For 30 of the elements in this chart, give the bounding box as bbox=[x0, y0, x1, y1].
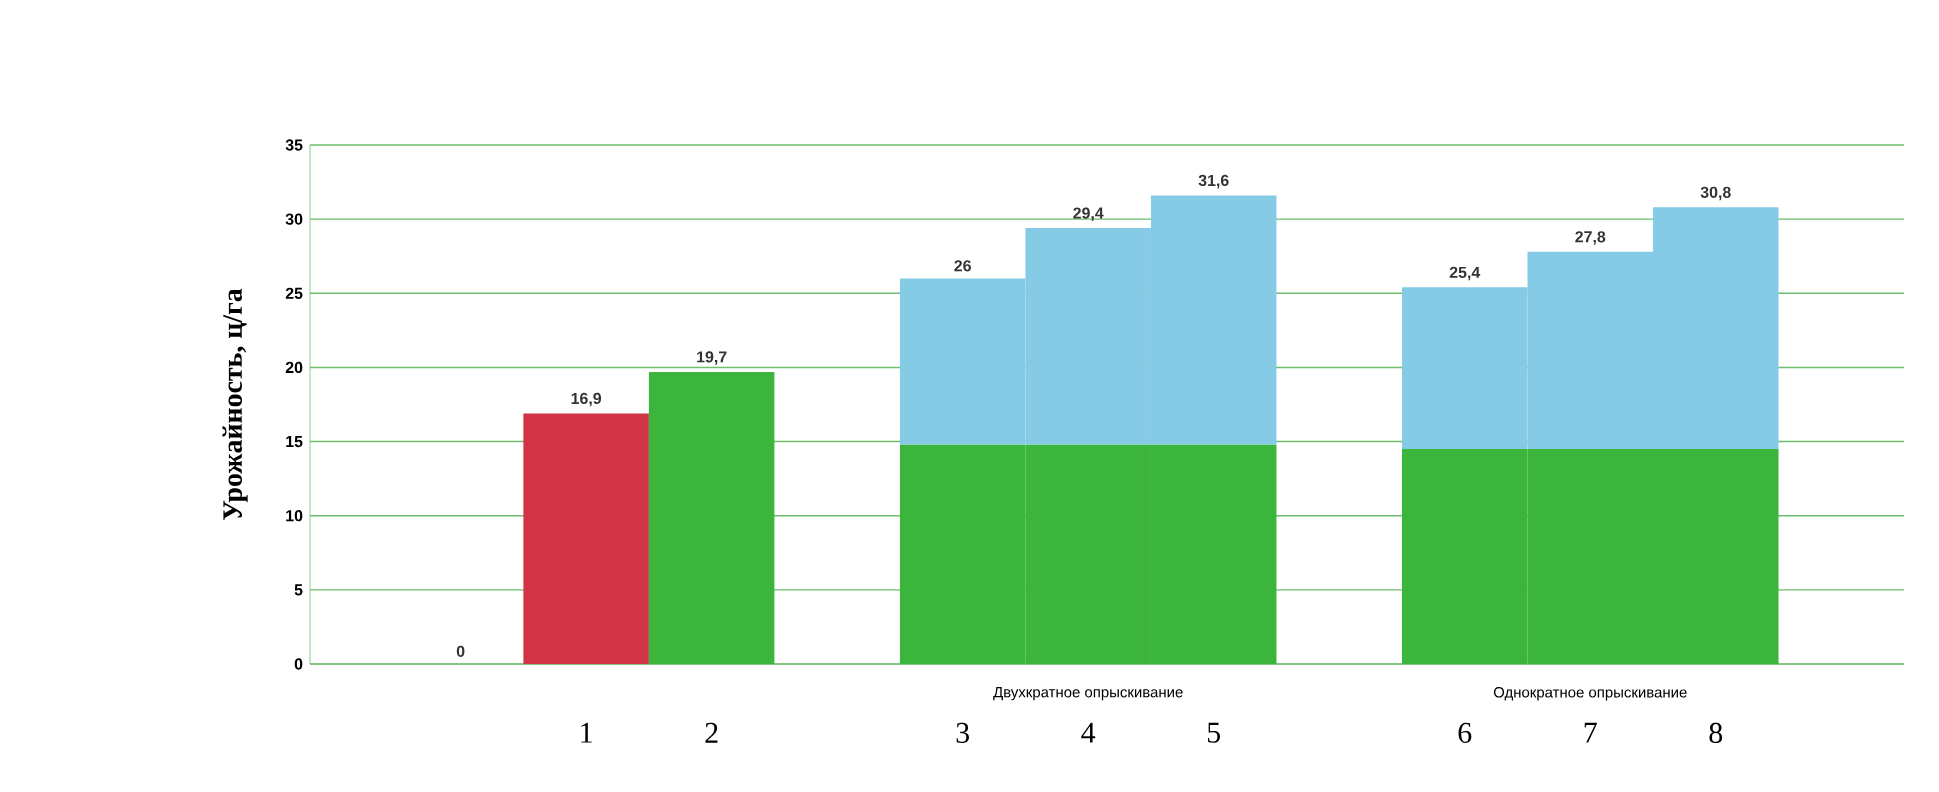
x-tick-label: 5 bbox=[1207, 722, 1221, 743]
x-tick-label: 1 bbox=[581, 722, 592, 743]
y-tick-label: 35 bbox=[285, 139, 303, 151]
total-label: 29,4 bbox=[1073, 207, 1104, 221]
y-tick-label: 0 bbox=[294, 658, 303, 670]
y-tick-label: 15 bbox=[286, 436, 303, 448]
y-axis-title: Урожайность, ц/га bbox=[222, 288, 248, 520]
y-tick-label: 25 bbox=[285, 287, 303, 299]
bar bbox=[648, 371, 775, 664]
total-label: 19,7 bbox=[697, 351, 727, 365]
total-label: 25,4 bbox=[1449, 266, 1481, 281]
text: Однократное опрыскивание bbox=[1493, 686, 1687, 701]
y-tick-label: 10 bbox=[286, 510, 303, 522]
total-label: 27,8 bbox=[1575, 231, 1606, 245]
y-tick-label: 30 bbox=[285, 213, 303, 225]
total-label: 31,6 bbox=[1198, 174, 1229, 189]
x-tick-label: 8 bbox=[1709, 722, 1723, 743]
x-tick-label: 3 bbox=[956, 722, 969, 743]
total-label: 26 bbox=[954, 260, 971, 272]
total-label: 0 bbox=[456, 645, 465, 657]
text: Двухкратное опрыскивание bbox=[993, 686, 1183, 701]
x-tick-label: 4 bbox=[1081, 722, 1096, 743]
x-tick-label: 7 bbox=[1584, 722, 1597, 743]
total-label: 16,9 bbox=[571, 392, 602, 407]
total-label: 30,8 bbox=[1700, 186, 1731, 201]
x-tick-label: 2 bbox=[705, 722, 718, 743]
bar bbox=[523, 413, 649, 664]
y-tick-label: 5 bbox=[294, 584, 303, 596]
x-tick-label: 6 bbox=[1458, 722, 1472, 743]
y-tick-label: 20 bbox=[285, 361, 303, 374]
